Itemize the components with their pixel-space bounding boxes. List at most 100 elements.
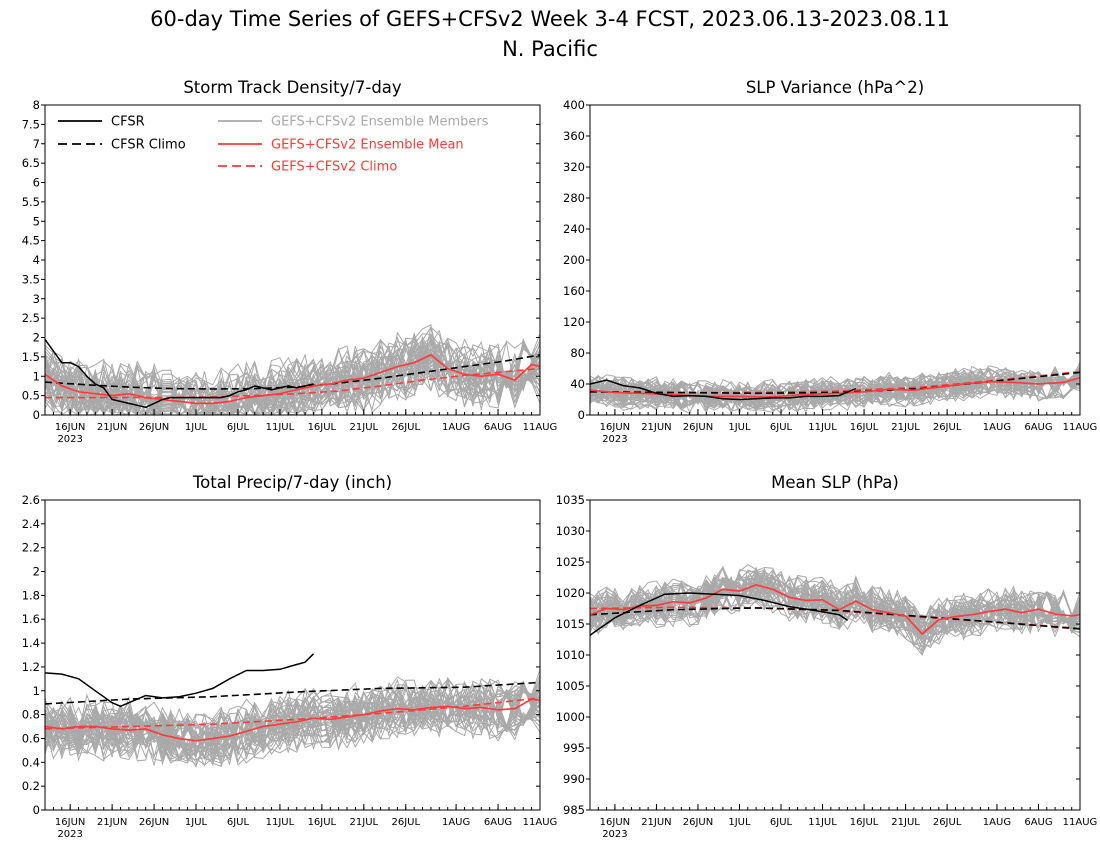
y-tick-label: 280 — [563, 191, 585, 205]
y-tick-label: 0.4 — [22, 755, 40, 769]
y-tick-label: 40 — [570, 377, 585, 391]
ensemble-member-line — [44, 351, 541, 417]
y-tick-label: 0 — [33, 803, 40, 817]
y-tick-label: 0.5 — [22, 389, 40, 403]
y-tick-label: 0.8 — [22, 708, 40, 722]
y-tick-label: 1 — [33, 684, 40, 698]
x-tick-label: 26JUL — [933, 422, 962, 433]
y-tick-label: 3.5 — [22, 272, 40, 286]
y-tick-label: 2.2 — [22, 541, 40, 555]
ensemble-member-line — [44, 335, 541, 413]
y-tick-label: 400 — [563, 98, 585, 112]
series-line-cfsr_climo — [44, 354, 541, 390]
x-year-label: 2023 — [57, 829, 82, 840]
y-tick-label: 8 — [33, 98, 40, 112]
series-line-ens_mean — [589, 376, 1081, 399]
y-tick-label: 5.5 — [22, 195, 40, 209]
y-tick-label: 990 — [563, 772, 585, 786]
x-tick-label: 16JUL — [850, 422, 879, 433]
x-tick-label: 11AUG — [1063, 422, 1098, 433]
y-tick-label: 2.4 — [22, 517, 40, 531]
x-tick-label: 16JUN — [55, 422, 85, 433]
x-tick-label: 16JUL — [308, 817, 337, 828]
x-tick-label: 11JUL — [266, 817, 295, 828]
ensemble-member-line — [44, 347, 541, 417]
ensemble-member-line — [44, 678, 541, 753]
y-tick-label: 0.2 — [22, 779, 40, 793]
chart-title: Total Precip/7-day (inch) — [192, 473, 392, 492]
x-tick-label: 11AUG — [523, 422, 558, 433]
y-tick-label: 1005 — [556, 679, 585, 693]
series-line-cfsr — [44, 653, 315, 708]
y-tick-label: 120 — [563, 315, 585, 329]
x-tick-label: 16JUL — [850, 817, 879, 828]
x-tick-label: 6JUL — [770, 817, 793, 828]
x-tick-label: 1AUG — [983, 422, 1011, 433]
y-tick-label: 1000 — [556, 710, 585, 724]
x-tick-label: 11JUL — [808, 422, 837, 433]
y-tick-label: 1.5 — [22, 350, 40, 364]
ensemble-member-line — [589, 369, 1081, 404]
ensemble-members — [589, 362, 1081, 415]
x-tick-label: 1JUL — [185, 817, 208, 828]
x-year-label: 2023 — [602, 434, 627, 445]
y-tick-label: 1.4 — [22, 636, 40, 650]
y-tick-label: 1030 — [556, 524, 585, 538]
chart-panels: Storm Track Density/7-day 0 0.5 1 1.5 2 2.5 3 3.… — [22, 78, 1098, 840]
legend-label-members: GEFS+CFSv2 Ensemble Members — [271, 115, 489, 130]
x-tick-label: 26JUL — [933, 817, 962, 828]
legend-label-gefs_climo: GEFS+CFSv2 Climo — [271, 160, 397, 175]
y-tick-label: 1 — [33, 369, 40, 383]
x-year-label: 2023 — [57, 434, 82, 445]
x-tick-label: 11AUG — [1063, 817, 1098, 828]
y-tick-label: 1.2 — [22, 660, 40, 674]
y-tick-label: 240 — [563, 222, 585, 236]
y-tick-label: 1.6 — [22, 612, 40, 626]
x-tick-label: 1JUL — [185, 422, 208, 433]
chart-slpvar: SLP Variance (hPa^2) 0 40 80 120 160 200 240 280… — [563, 78, 1097, 445]
x-tick-label: 11AUG — [523, 817, 558, 828]
ensemble-member-line — [44, 674, 541, 751]
series-line-cfsr — [589, 379, 857, 401]
ensemble-member-line — [44, 324, 541, 409]
x-tick-label: 26JUN — [139, 817, 169, 828]
x-tick-label: 6AUG — [484, 817, 512, 828]
x-tick-label: 6AUG — [1024, 422, 1052, 433]
chart-precip: Total Precip/7-day (inch)00.20.40.60.811… — [22, 473, 558, 840]
y-tick-label: 160 — [563, 284, 585, 298]
x-year-label: 2023 — [602, 829, 627, 840]
y-tick-label: 1020 — [556, 586, 585, 600]
y-tick-label: 1025 — [556, 555, 585, 569]
x-tick-label: 21JUL — [350, 422, 379, 433]
ensemble-member-line — [44, 334, 541, 416]
x-tick-label: 1AUG — [442, 422, 470, 433]
series-line-cfsr_climo — [589, 607, 1081, 630]
y-tick-label: 6.5 — [22, 156, 40, 170]
chart-mslp: Mean SLP (hPa) 985 990 995 1000 1005 1010 1015 1… — [556, 473, 1098, 840]
y-tick-label: 2.5 — [22, 311, 40, 325]
x-tick-label: 21JUL — [350, 817, 379, 828]
y-tick-label: 4.5 — [22, 234, 40, 248]
series-line-ens_mean — [44, 353, 541, 405]
x-tick-label: 6JUL — [227, 817, 250, 828]
y-tick-label: 320 — [563, 160, 585, 174]
x-tick-label: 1JUL — [728, 422, 751, 433]
y-tick-label: 7 — [33, 137, 40, 151]
chart-title: Storm Track Density/7-day — [183, 78, 402, 97]
ensemble-members — [44, 324, 541, 417]
x-tick-label: 6AUG — [1024, 817, 1052, 828]
ensemble-member-line — [589, 569, 1081, 625]
series-line-ens_mean — [589, 584, 1081, 636]
ensemble-member-line — [589, 585, 1081, 653]
x-tick-label: 26JUN — [683, 817, 713, 828]
ensemble-member-line — [44, 691, 541, 766]
x-tick-label: 26JUL — [391, 817, 420, 828]
y-tick-label: 0.6 — [22, 731, 40, 745]
y-tick-label: 3 — [33, 292, 40, 306]
x-tick-label: 21JUN — [641, 422, 671, 433]
x-tick-label: 1AUG — [983, 817, 1011, 828]
chart-title: SLP Variance (hPa^2) — [746, 78, 924, 97]
chart-storm: Storm Track Density/7-day 0 0.5 1 1.5 2 2.5 3 3.… — [22, 78, 558, 445]
x-tick-label: 1AUG — [442, 817, 470, 828]
